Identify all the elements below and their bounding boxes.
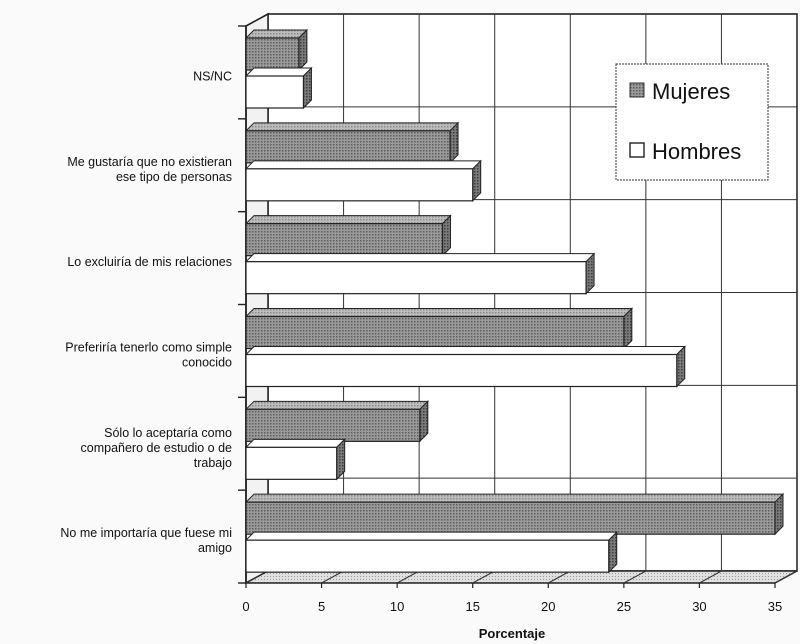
category-label: Me gustaría que no existieran ese tipo de…	[67, 155, 232, 184]
category-labels: NS/NC Me gustaría que no existieran ese ti…	[60, 69, 232, 555]
bar-hombres-4	[246, 439, 345, 479]
bar-hombres-5	[246, 532, 617, 572]
x-tick-label: 20	[541, 599, 555, 614]
bar-mujeres-0	[246, 30, 307, 70]
category-label: Sólo lo aceptaría como compañero de estud…	[81, 426, 233, 470]
legend-swatch-mujeres	[630, 83, 644, 97]
x-axis-title: Porcentaje	[479, 626, 545, 641]
bar-hombres-2	[246, 254, 594, 294]
bar-mujeres-4	[246, 401, 428, 441]
category-label: Preferiría tenerlo como simple conocido	[65, 340, 232, 369]
x-tick-label: 35	[768, 599, 782, 614]
x-tick-label: 0	[242, 599, 249, 614]
bar-mujeres-3	[246, 309, 632, 349]
category-label-line: Preferiría tenerlo como simple	[65, 340, 232, 354]
category-label: Lo excluiría de mis relaciones	[67, 255, 232, 269]
category-label-line: trabajo	[194, 456, 232, 470]
category-label-line: compañero de estudio o de	[81, 441, 233, 455]
category-label: NS/NC	[193, 69, 232, 83]
x-tick-label: 15	[465, 599, 479, 614]
category-label-line: No me importaría que fuese mi	[60, 526, 232, 540]
bar-mujeres-5	[246, 494, 783, 534]
legend-label-mujeres: Mujeres	[652, 79, 730, 104]
bar-hombres-1	[246, 161, 481, 201]
x-tick-label: 5	[318, 599, 325, 614]
x-tick-label: 25	[617, 599, 631, 614]
legend-swatch-hombres	[630, 143, 644, 157]
category-label-line: ese tipo de personas	[116, 170, 232, 184]
legend: Mujeres Hombres	[616, 64, 768, 180]
category-label-line: amigo	[198, 541, 232, 555]
x-tick-label: 30	[692, 599, 706, 614]
category-label-line: Sólo lo aceptaría como	[104, 426, 232, 440]
bar-mujeres-2	[246, 216, 450, 256]
x-tick-label: 10	[390, 599, 404, 614]
x-tick-labels: 0 5 10 15 20 25 30 35	[242, 599, 782, 614]
bar-hombres-0	[246, 68, 311, 108]
floor	[246, 571, 797, 583]
legend-label-hombres: Hombres	[652, 139, 741, 164]
category-label-line: Lo excluiría de mis relaciones	[67, 255, 232, 269]
category-label-line: Me gustaría que no existieran	[67, 155, 232, 169]
category-label: No me importaría que fuese mi amigo	[60, 526, 232, 555]
bar-mujeres-1	[246, 123, 458, 163]
category-label-line: conocido	[182, 355, 232, 369]
category-label-line: NS/NC	[193, 69, 232, 83]
bar-hombres-3	[246, 347, 685, 387]
